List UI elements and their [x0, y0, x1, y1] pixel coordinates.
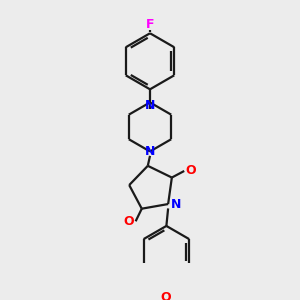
Text: O: O [123, 215, 134, 228]
Text: O: O [160, 291, 171, 300]
Text: N: N [171, 197, 181, 211]
Text: F: F [146, 18, 154, 31]
Text: N: N [145, 99, 155, 112]
Text: O: O [185, 164, 196, 178]
Text: N: N [145, 145, 155, 158]
